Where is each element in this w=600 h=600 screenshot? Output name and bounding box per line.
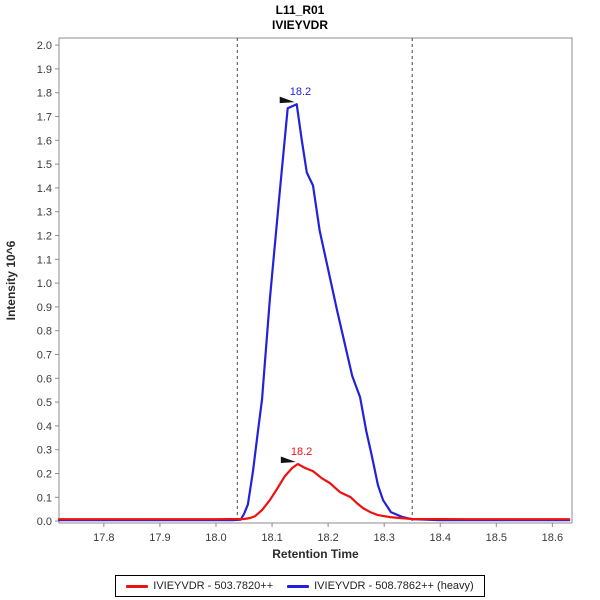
y-tick-label: 0.1 <box>37 492 52 504</box>
y-tick-label: 0.8 <box>37 326 52 338</box>
y-tick-label: 0.4 <box>37 421 52 433</box>
y-tick-label: 2.0 <box>37 40 52 52</box>
legend-line-heavy <box>287 584 310 588</box>
y-tick-label: 0.2 <box>37 469 52 481</box>
chromatogram-trace-0 <box>57 103 571 522</box>
y-tick-label: 0.9 <box>37 302 52 314</box>
y-tick-label: 1.1 <box>37 254 52 266</box>
peak-rt-annotation: 18.2 <box>290 86 311 98</box>
legend-box: IVIEYVDR - 503.7820++ IVIEYVDR - 508.786… <box>115 575 485 597</box>
y-tick-label: 0.3 <box>37 445 52 457</box>
legend: IVIEYVDR - 503.7820++ IVIEYVDR - 508.786… <box>0 575 600 597</box>
legend-item-light: IVIEYVDR - 503.7820++ <box>126 580 273 592</box>
chart-subtitle: IVIEYVDR <box>271 18 328 32</box>
x-tick-label: 17.9 <box>149 532 170 544</box>
y-tick-label: 0.5 <box>37 397 52 409</box>
y-tick-label: 1.9 <box>37 64 52 76</box>
chart-title-block: L11_R01 IVIEYVDR <box>0 3 600 33</box>
y-tick-label: 0.7 <box>37 350 52 362</box>
peak-rt-annotation: 18.2 <box>291 446 312 458</box>
x-tick-label: 17.8 <box>93 532 114 544</box>
x-tick-label: 18.2 <box>317 532 338 544</box>
x-axis-label: Retention Time <box>272 547 359 561</box>
y-tick-label: 1.0 <box>37 278 52 290</box>
y-tick-label: 1.2 <box>37 231 52 243</box>
y-tick-label: 1.7 <box>37 112 52 124</box>
chromatogram-trace-1 <box>57 462 571 521</box>
x-tick-label: 18.6 <box>542 532 563 544</box>
y-tick-label: 0.6 <box>37 373 52 385</box>
peak-apex-arrow-icon <box>280 456 296 463</box>
x-tick-label: 18.3 <box>373 532 394 544</box>
x-tick-label: 18.0 <box>205 532 226 544</box>
y-axis-label: Intensity 10^6 <box>4 240 18 320</box>
legend-item-heavy: IVIEYVDR - 508.7862++ (heavy) <box>287 580 474 592</box>
x-tick-label: 18.5 <box>486 532 507 544</box>
x-tick-label: 18.4 <box>430 532 451 544</box>
y-tick-label: 0.0 <box>37 516 52 528</box>
y-tick-label: 1.3 <box>37 207 52 219</box>
peak-apex-arrow-icon <box>279 96 295 104</box>
legend-line-light <box>126 584 149 588</box>
x-tick-label: 18.1 <box>261 532 282 544</box>
y-tick-label: 1.6 <box>37 135 52 147</box>
chart-title: L11_R01 <box>275 3 325 17</box>
y-tick-label: 1.8 <box>37 88 52 100</box>
legend-label-light: IVIEYVDR - 503.7820++ <box>153 580 274 592</box>
y-tick-label: 1.5 <box>37 159 52 171</box>
y-tick-label: 1.4 <box>37 183 52 195</box>
plot-frame <box>58 37 573 524</box>
chromatogram-plot[interactable]: 17.8 17.9 18.0 18.1 18.2 18.3 18.4 18.5 18.6 0.0 0… <box>0 0 600 572</box>
legend-label-heavy: IVIEYVDR - 508.7862++ (heavy) <box>314 580 474 592</box>
